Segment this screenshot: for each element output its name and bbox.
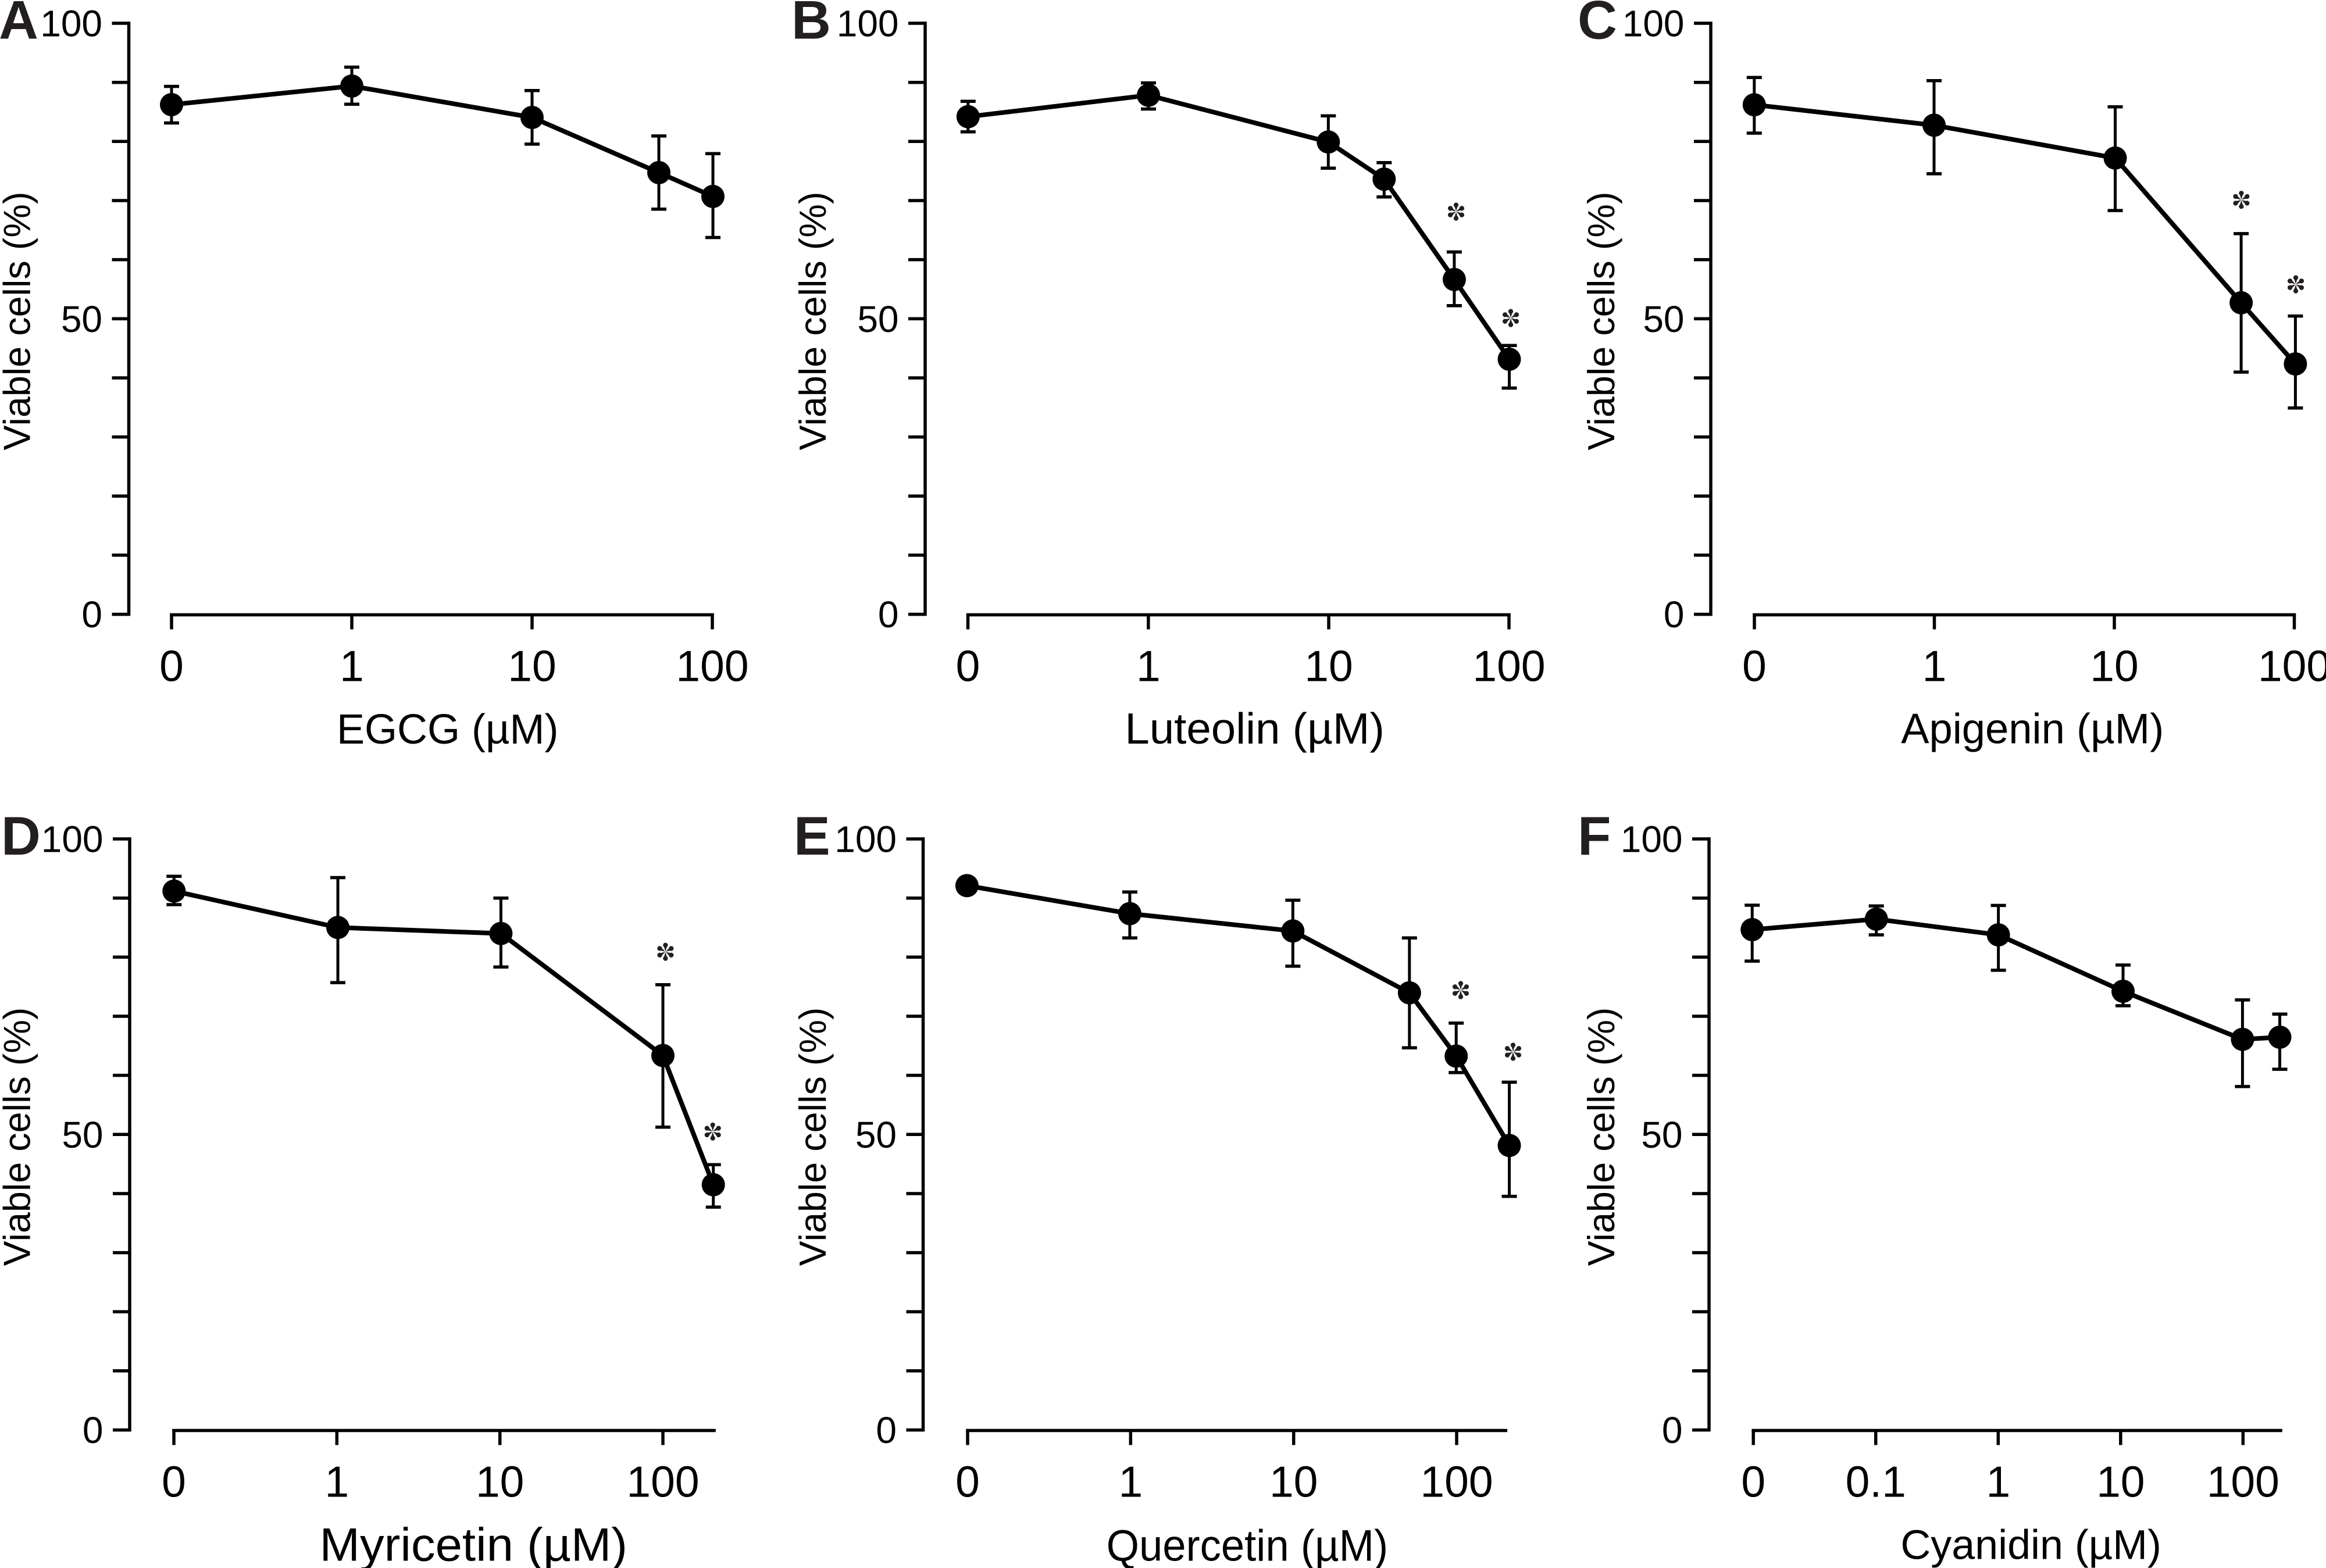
svg-text:Luteolin (µM): Luteolin (µM) [1125, 704, 1385, 753]
svg-text:B: B [791, 0, 831, 51]
svg-text:Apigenin (µM): Apigenin (µM) [1901, 706, 2164, 753]
svg-text:100: 100 [2207, 1458, 2279, 1506]
svg-text:0: 0 [1741, 1458, 1765, 1506]
svg-text:10: 10 [476, 1458, 524, 1506]
svg-text:0: 0 [83, 1409, 104, 1451]
svg-text:100: 100 [676, 642, 748, 691]
svg-text:A: A [0, 0, 38, 51]
svg-text:EGCG (µM): EGCG (µM) [337, 706, 559, 753]
svg-text:100: 100 [1420, 1458, 1493, 1506]
svg-text:0: 0 [159, 642, 184, 691]
svg-text:1: 1 [1136, 642, 1161, 691]
svg-text:1: 1 [1922, 642, 1947, 691]
svg-text:1: 1 [1986, 1458, 2010, 1506]
svg-text:Viable cells (%): Viable cells (%) [791, 192, 834, 451]
svg-text:10: 10 [2096, 1458, 2145, 1506]
svg-text:10: 10 [1269, 1458, 1318, 1506]
svg-text:100: 100 [1621, 819, 1683, 860]
svg-text:100: 100 [2258, 642, 2326, 691]
svg-text:Viable cells (%): Viable cells (%) [0, 1008, 38, 1266]
svg-text:0: 0 [1664, 594, 1685, 635]
svg-text:Viable cells (%): Viable cells (%) [791, 1008, 834, 1266]
svg-text:50: 50 [855, 1114, 897, 1156]
svg-text:0: 0 [1662, 1409, 1683, 1451]
svg-text:Viable cells (%): Viable cells (%) [1580, 1008, 1622, 1266]
svg-text:100: 100 [626, 1458, 699, 1506]
svg-text:D: D [1, 805, 41, 866]
svg-text:10: 10 [1304, 642, 1353, 691]
svg-text:100: 100 [834, 819, 897, 860]
svg-text:0: 0 [876, 1409, 897, 1451]
svg-text:Viable cells (%): Viable cells (%) [0, 192, 38, 451]
svg-text:Viable cells (%): Viable cells (%) [1580, 192, 1622, 451]
svg-text:50: 50 [1641, 1114, 1682, 1156]
svg-text:Myricetin (µM): Myricetin (µM) [320, 1519, 628, 1568]
svg-text:0: 0 [1742, 642, 1767, 691]
svg-text:0: 0 [955, 1458, 980, 1506]
svg-text:0: 0 [81, 594, 102, 635]
svg-text:10: 10 [508, 642, 556, 691]
svg-text:E: E [794, 805, 830, 866]
svg-text:0.1: 0.1 [1846, 1458, 1906, 1506]
svg-text:0: 0 [162, 1458, 186, 1506]
svg-text:Cyanidin (µM): Cyanidin (µM) [1900, 1523, 2161, 1568]
svg-text:1: 1 [324, 1458, 349, 1506]
svg-text:0: 0 [878, 594, 899, 635]
svg-text:F: F [1578, 805, 1611, 866]
svg-text:1: 1 [1118, 1458, 1143, 1506]
svg-text:100: 100 [40, 3, 102, 45]
svg-text:50: 50 [62, 1114, 103, 1156]
svg-text:50: 50 [61, 298, 102, 340]
svg-text:10: 10 [2090, 642, 2138, 691]
svg-text:C: C [1578, 0, 1617, 51]
svg-text:0: 0 [956, 642, 980, 691]
svg-text:100: 100 [837, 3, 899, 45]
svg-text:50: 50 [857, 298, 898, 340]
svg-text:Quercetin (µM): Quercetin (µM) [1107, 1521, 1389, 1568]
svg-text:100: 100 [41, 819, 104, 860]
svg-text:100: 100 [1622, 3, 1685, 45]
svg-text:1: 1 [340, 642, 364, 691]
svg-text:100: 100 [1472, 642, 1545, 691]
svg-text:50: 50 [1643, 298, 1684, 340]
